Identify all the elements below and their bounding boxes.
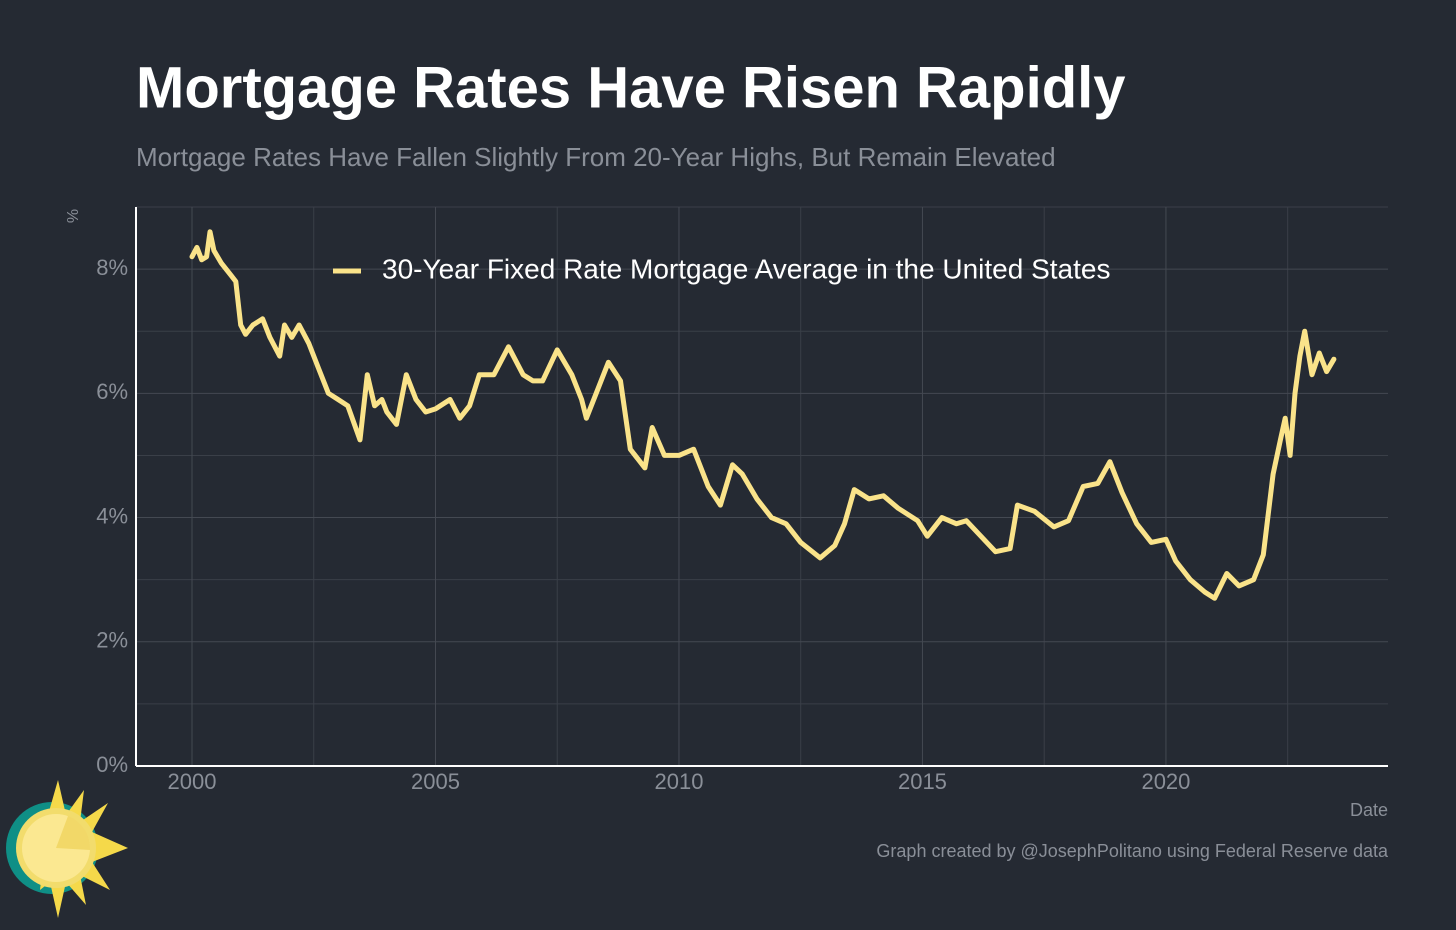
- y-axis-label: %: [65, 209, 82, 223]
- chart-subtitle: Mortgage Rates Have Fallen Slightly From…: [136, 142, 1056, 172]
- x-tick-label: 2005: [411, 769, 460, 794]
- x-tick-label: 2010: [654, 769, 703, 794]
- x-axis-label: Date: [1350, 800, 1388, 820]
- y-tick-label: 0%: [96, 752, 128, 777]
- legend-label: 30-Year Fixed Rate Mortgage Average in t…: [382, 253, 1110, 284]
- y-tick-label: 8%: [96, 255, 128, 280]
- y-tick-label: 4%: [96, 503, 128, 528]
- data-line: [189, 229, 1337, 601]
- logo: [6, 780, 128, 918]
- x-tick-label: 2015: [898, 769, 947, 794]
- caption: Graph created by @JosephPolitano using F…: [876, 841, 1389, 861]
- plot-area: 0% 2% 4% 6% 8% 2000 2005 2010 2015 2020 30-Year Fi…: [96, 206, 1388, 794]
- chart-title: Mortgage Rates Have Risen Rapidly: [136, 55, 1126, 120]
- y-tick-label: 6%: [96, 379, 128, 404]
- x-tick-label: 2020: [1141, 769, 1190, 794]
- x-tick-label: 2000: [168, 769, 217, 794]
- y-tick-label: 2%: [96, 628, 128, 653]
